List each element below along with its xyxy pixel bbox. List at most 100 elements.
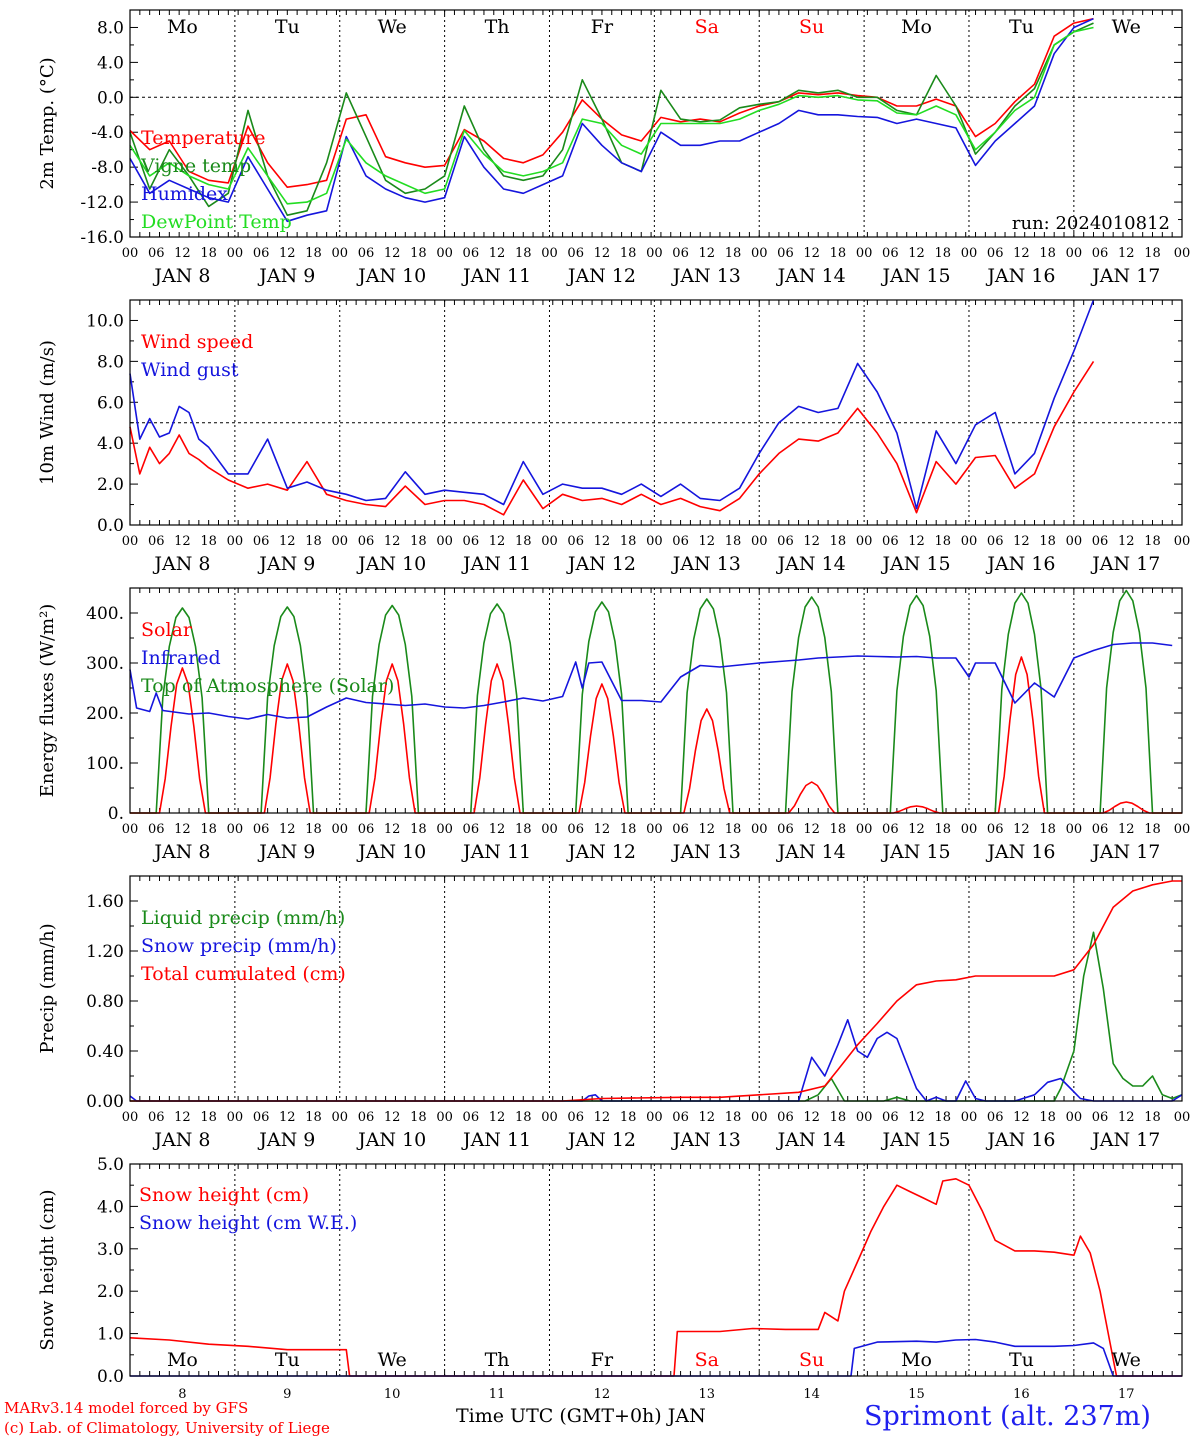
hour-tick-label: 12 — [489, 822, 506, 837]
hour-tick-label: 18 — [934, 246, 951, 261]
series-line — [129, 642, 1173, 720]
hour-tick-label: 18 — [620, 534, 637, 549]
hour-tick-label: 18 — [1039, 822, 1056, 837]
date-label: JAN 16 — [985, 1129, 1055, 1151]
hour-tick-label: 12 — [908, 246, 925, 261]
hour-tick-label: 06 — [987, 822, 1004, 837]
hour-tick-label: 12 — [384, 1110, 401, 1125]
weekday-label: Tu — [275, 1349, 300, 1371]
date-label: JAN 9 — [257, 841, 315, 863]
hour-tick-label: 00 — [122, 246, 139, 261]
y-tick-label: 300. — [86, 654, 124, 674]
y-tick-label: 10.0 — [86, 311, 124, 331]
hour-tick-label: 06 — [463, 246, 480, 261]
y-tick-label: 5.0 — [97, 1155, 124, 1175]
date-label: JAN 8 — [152, 841, 210, 863]
series-line — [129, 26, 1094, 205]
date-number-label: 14 — [803, 1387, 820, 1402]
date-label: JAN 16 — [985, 841, 1055, 863]
legend-entry: Snow height (cm W.E.) — [139, 1212, 357, 1234]
date-label: JAN 15 — [880, 1129, 950, 1151]
hour-tick-label: 06 — [882, 822, 899, 837]
y-tick-label: 6.0 — [97, 393, 124, 413]
hour-tick-label: 18 — [305, 246, 322, 261]
hour-tick-label: 18 — [305, 822, 322, 837]
weekday-label: We — [1112, 1349, 1141, 1371]
hour-tick-label: 18 — [200, 246, 217, 261]
y-tick-label: 3.0 — [97, 1240, 124, 1260]
hour-tick-label: 06 — [463, 1110, 480, 1125]
date-number-label: 13 — [699, 1387, 716, 1402]
date-label: JAN 12 — [566, 553, 636, 575]
hour-tick-label: 00 — [331, 1110, 348, 1125]
date-label: JAN 16 — [985, 265, 1055, 287]
date-label: JAN 17 — [1090, 265, 1160, 287]
weekday-label: Mo — [167, 16, 198, 38]
hour-tick-label: 00 — [541, 534, 558, 549]
hour-tick-label: 06 — [567, 1110, 584, 1125]
y-tick-label: 2.0 — [97, 1282, 124, 1302]
panel-frame — [129, 1163, 1183, 1377]
weekday-label: Tu — [1009, 1349, 1034, 1371]
hour-tick-label: 06 — [358, 246, 375, 261]
hour-tick-label: 12 — [174, 534, 191, 549]
date-number-label: 11 — [489, 1387, 506, 1402]
time-axis-labels: 00 06 12 18 JAN 8 00 06 12 18 JAN 9 00 06 12 18 JAN 10… — [122, 534, 1191, 575]
legend-entry: Vigne temp — [140, 155, 251, 177]
hour-tick-label: 18 — [830, 1110, 847, 1125]
hour-tick-label: 06 — [672, 534, 689, 549]
hour-tick-label: 06 — [253, 1110, 270, 1125]
date-number-label: 10 — [384, 1387, 401, 1402]
legend-entry: Infrared — [141, 647, 221, 669]
hour-tick-label: 06 — [567, 822, 584, 837]
date-label: JAN 12 — [566, 841, 636, 863]
legend-entry: Humidex — [141, 183, 228, 205]
date-label: JAN 10 — [356, 1129, 426, 1151]
date-label: JAN 13 — [671, 1129, 741, 1151]
hour-tick-label: 00 — [227, 1110, 244, 1125]
hour-tick-label: 12 — [908, 534, 925, 549]
hour-tick-label: 06 — [1092, 822, 1109, 837]
weekday-label: We — [1112, 16, 1141, 38]
hour-tick-label: 00 — [541, 822, 558, 837]
hour-tick-label: 12 — [1118, 534, 1135, 549]
hour-tick-label: 00 — [122, 534, 139, 549]
y-axis-label: 10m Wind (m/s) — [37, 340, 58, 485]
y-tick-label: 4.0 — [97, 434, 124, 454]
hour-tick-label: 00 — [331, 534, 348, 549]
weekday-label: Mo — [901, 16, 932, 38]
hour-tick-label: 06 — [358, 822, 375, 837]
date-label: JAN 11 — [461, 265, 531, 287]
hour-tick-label: 12 — [908, 822, 925, 837]
hour-tick-label: 18 — [725, 246, 742, 261]
weekday-label: Th — [485, 16, 510, 38]
y-tick-label: -8.0 — [91, 158, 124, 178]
hour-tick-label: 12 — [489, 534, 506, 549]
legend-entry: Total cumulated (cm) — [141, 963, 346, 985]
hour-tick-label: 06 — [672, 246, 689, 261]
hour-tick-label: 00 — [541, 246, 558, 261]
panel-frame — [129, 875, 1183, 1102]
hour-tick-label: 00 — [227, 822, 244, 837]
hour-tick-label: 18 — [725, 822, 742, 837]
hour-tick-label: 00 — [541, 1110, 558, 1125]
y-tick-label: -4.0 — [91, 123, 124, 143]
y-tick-label: 1.60 — [86, 892, 124, 912]
date-label: JAN 12 — [566, 1129, 636, 1151]
hour-tick-label: 18 — [830, 246, 847, 261]
hour-tick-label: 12 — [594, 1110, 611, 1125]
hour-tick-label: 18 — [620, 246, 637, 261]
date-label: JAN 14 — [776, 1129, 846, 1151]
hour-tick-label: 00 — [331, 822, 348, 837]
lab-credit: (c) Lab. of Climatology, University of L… — [4, 1419, 330, 1437]
hour-tick-label: 12 — [699, 822, 716, 837]
legend-entry: Wind gust — [141, 359, 239, 381]
date-label: JAN 16 — [985, 553, 1055, 575]
weekday-label: Mo — [901, 1349, 932, 1371]
hour-tick-label: 00 — [961, 822, 978, 837]
hour-tick-label: 00 — [751, 534, 768, 549]
weekday-label: Mo — [167, 1349, 198, 1371]
hour-tick-label: 18 — [1039, 1110, 1056, 1125]
y-tick-label: -12.0 — [80, 193, 124, 213]
